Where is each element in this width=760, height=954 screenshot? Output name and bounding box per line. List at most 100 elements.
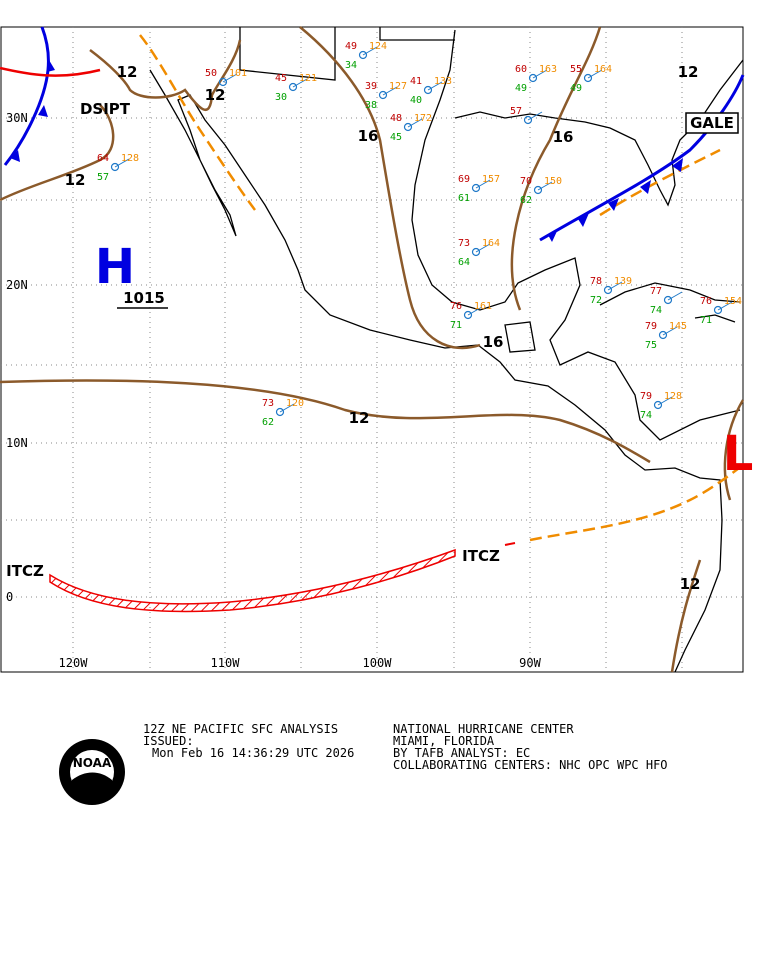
lat-label: 20N	[6, 278, 28, 292]
station-circle	[378, 90, 388, 100]
station-circle	[583, 73, 593, 83]
high-pressure: 1015	[123, 289, 165, 307]
station-circle	[471, 183, 481, 193]
station-circle	[358, 50, 368, 60]
wind-barb	[475, 179, 491, 189]
pressure: 128	[664, 391, 682, 402]
isobar-label: 16	[553, 128, 574, 146]
station: 73 64 164	[458, 238, 500, 268]
wind-barb	[662, 326, 678, 336]
isobar-label: 16	[483, 333, 504, 351]
dewpoint: 62	[520, 195, 532, 206]
pressure: 121	[299, 73, 317, 84]
temperature: 50	[205, 68, 217, 79]
station: 49 34 124	[345, 41, 387, 71]
station-circle	[528, 73, 538, 83]
station: 57	[510, 106, 543, 125]
temperature: 73	[262, 398, 274, 409]
dewpoint: 64	[458, 257, 470, 268]
temperature: 49	[345, 41, 357, 52]
temperature: 45	[275, 73, 287, 84]
station-circle	[658, 330, 668, 340]
warm-front	[0, 66, 101, 77]
station: 48 45 172	[390, 113, 432, 143]
station: 50 101	[205, 68, 247, 87]
station-circle	[275, 407, 285, 417]
isobar-label: 16	[358, 127, 379, 145]
temperature: 76	[450, 301, 462, 312]
wind-barb	[657, 396, 673, 406]
low-symbol: L	[723, 426, 754, 482]
pressure: 157	[482, 174, 500, 185]
wind-barb	[407, 118, 423, 128]
pressure: 101	[229, 68, 247, 79]
station-circle	[423, 85, 433, 95]
temperature: 39	[365, 81, 377, 92]
lon-label: 90W	[519, 656, 541, 670]
temperature: 79	[640, 391, 652, 402]
pressure: 161	[474, 301, 492, 312]
isobar-label: 12	[349, 409, 370, 427]
wind-barb	[717, 301, 733, 311]
dewpoint: 74	[640, 410, 652, 421]
station-circle	[713, 305, 723, 315]
station-circle	[603, 285, 613, 295]
temperature: 55	[570, 64, 582, 75]
temperature: 41	[410, 76, 422, 87]
itcz-band	[49, 548, 456, 613]
pressure: 139	[614, 276, 632, 287]
dewpoint: 75	[645, 340, 657, 351]
station-circle	[110, 162, 120, 172]
gale-box	[685, 112, 739, 134]
lat-label: 30N	[6, 111, 28, 125]
footer-center: NATIONAL HURRICANE CENTER	[393, 722, 574, 736]
pressure: 127	[389, 81, 407, 92]
dewpoint: 30	[275, 92, 287, 103]
temperature: 77	[650, 286, 662, 297]
temperature: 70	[520, 176, 532, 187]
pressure: 128	[121, 153, 139, 164]
wind-barb	[587, 69, 603, 79]
station-circle	[663, 295, 673, 305]
temperature: 79	[645, 321, 657, 332]
footer-date: Mon Feb 16 14:36:29 UTC 2026	[152, 746, 354, 760]
wind-barb	[114, 158, 130, 168]
footer-issued: ISSUED:	[143, 734, 194, 748]
map	[0, 26, 745, 673]
temperature: 64	[97, 153, 109, 164]
station: 41 40 133	[410, 76, 452, 106]
footer-collab: COLLABORATING CENTERS: NHC OPC WPC HFO	[393, 758, 668, 772]
pressure: 120	[286, 398, 304, 409]
station: 79 74 128	[640, 391, 682, 421]
logo-text: NOAA	[73, 756, 112, 770]
dewpoint: 74	[650, 305, 662, 316]
dewpoint: 72	[590, 295, 602, 306]
footer-city: MIAMI, FLORIDA	[393, 734, 495, 748]
wind-barb	[222, 73, 238, 83]
wind-barb	[667, 291, 683, 301]
lon-label: 100W	[363, 656, 393, 670]
wind-barb	[292, 78, 308, 88]
wind-barb	[382, 86, 398, 96]
footer-analyst: BY TAFB ANALYST: EC	[393, 746, 530, 760]
wind-barb	[427, 81, 443, 91]
wind-barb	[527, 111, 543, 121]
lat-label: 10N	[6, 436, 28, 450]
dewpoint: 45	[390, 132, 402, 143]
station: 77 74	[650, 286, 683, 316]
dewpoint: 71	[450, 320, 462, 331]
temperature: 57	[510, 106, 522, 117]
pressure: 164	[594, 64, 612, 75]
dewpoint: 49	[570, 83, 582, 94]
wind-barb	[537, 181, 553, 191]
feature-label: ITCZ	[462, 547, 500, 565]
pressure: 133	[434, 76, 452, 87]
pressure: 150	[544, 176, 562, 187]
isobar-label: 12	[117, 63, 138, 81]
station: 55 49 164	[570, 64, 612, 94]
station: 79 75 145	[645, 321, 687, 351]
temperature: 73	[458, 238, 470, 249]
wind-barb	[467, 306, 483, 316]
station-circle	[288, 82, 298, 92]
